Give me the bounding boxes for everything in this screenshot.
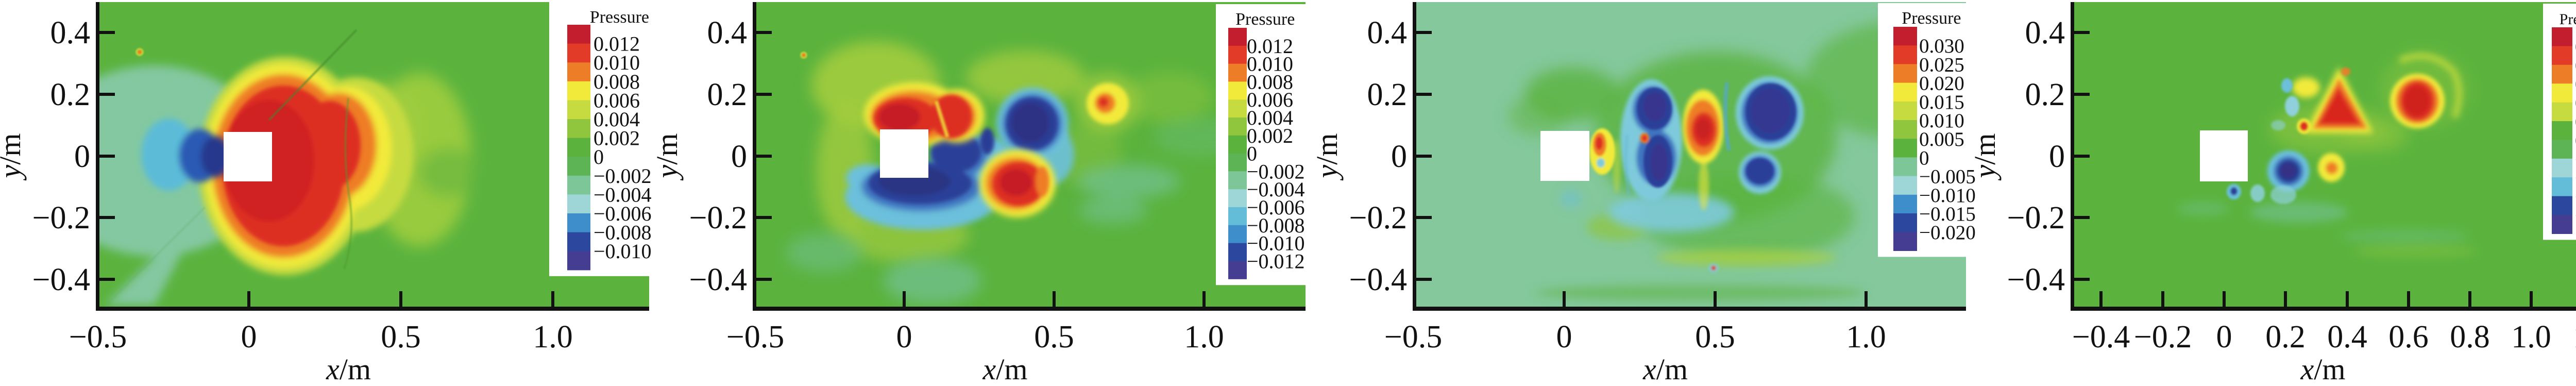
svg-text:−0.2: −0.2 xyxy=(2007,200,2065,236)
svg-text:0.012: 0.012 xyxy=(594,32,640,56)
svg-text:0.4: 0.4 xyxy=(1367,15,1408,51)
svg-text:0.010: 0.010 xyxy=(1247,53,1293,76)
svg-text:0.020: 0.020 xyxy=(1919,73,1964,95)
svg-text:0: 0 xyxy=(1919,147,1929,169)
svg-text:0: 0 xyxy=(2575,130,2576,152)
svg-text:−0.4: −0.4 xyxy=(2007,262,2065,297)
svg-text:0.2: 0.2 xyxy=(1367,77,1408,112)
svg-text:−0.4: −0.4 xyxy=(2072,320,2130,355)
svg-text:1.2: 1.2 xyxy=(2573,320,2576,355)
svg-text:0.004: 0.004 xyxy=(1247,106,1293,129)
svg-text:−0.4: −0.4 xyxy=(689,262,747,297)
svg-text:0.006: 0.006 xyxy=(594,89,640,112)
svg-text:−0.002: −0.002 xyxy=(594,164,652,188)
svg-text:0: 0 xyxy=(731,139,747,174)
svg-text:0.5: 0.5 xyxy=(1034,320,1074,355)
svg-text:−0.010: −0.010 xyxy=(1247,232,1305,255)
svg-text:−0.005: −0.005 xyxy=(1919,166,1976,188)
svg-text:−0.004: −0.004 xyxy=(1247,178,1305,201)
svg-text:y/m: y/m xyxy=(1968,133,2002,181)
svg-text:0: 0 xyxy=(1391,139,1407,174)
svg-text:0.025: 0.025 xyxy=(1919,54,1964,76)
svg-text:0.6: 0.6 xyxy=(2388,320,2429,355)
svg-text:−0.2: −0.2 xyxy=(2134,320,2192,355)
svg-text:0.02: 0.02 xyxy=(2575,93,2576,114)
svg-text:−0.4: −0.4 xyxy=(32,262,90,297)
svg-text:0: 0 xyxy=(241,320,257,355)
svg-text:−0.015: −0.015 xyxy=(1919,203,1976,225)
svg-text:0.01: 0.01 xyxy=(2575,111,2576,133)
svg-text:−0.008: −0.008 xyxy=(594,221,652,244)
svg-text:0: 0 xyxy=(74,139,90,174)
svg-text:−0.002: −0.002 xyxy=(1247,160,1305,183)
svg-text:−0.01: −0.01 xyxy=(2575,149,2576,171)
svg-text:0.4: 0.4 xyxy=(50,15,91,51)
svg-text:x/m: x/m xyxy=(1642,353,1688,383)
svg-text:0.05: 0.05 xyxy=(2575,36,2576,58)
svg-text:−0.010: −0.010 xyxy=(1919,184,1976,207)
svg-text:0.010: 0.010 xyxy=(594,51,640,74)
svg-text:−0.006: −0.006 xyxy=(594,202,652,225)
svg-text:0: 0 xyxy=(594,145,604,169)
svg-text:Pressure: Pressure xyxy=(1235,10,1295,29)
svg-text:−0.004: −0.004 xyxy=(594,183,652,206)
svg-text:0.005: 0.005 xyxy=(1919,128,1964,150)
svg-text:−0.010: −0.010 xyxy=(594,240,652,263)
svg-text:−0.006: −0.006 xyxy=(1247,196,1305,219)
svg-text:1.0: 1.0 xyxy=(2511,320,2551,355)
svg-text:−0.4: −0.4 xyxy=(1349,262,1407,297)
svg-text:0.2: 0.2 xyxy=(2265,320,2306,355)
svg-text:−0.020: −0.020 xyxy=(1919,222,1976,244)
svg-text:0.008: 0.008 xyxy=(1247,70,1293,93)
svg-text:1.0: 1.0 xyxy=(1184,320,1224,355)
svg-text:0.006: 0.006 xyxy=(1247,88,1293,111)
svg-text:0.2: 0.2 xyxy=(707,77,748,112)
svg-text:0: 0 xyxy=(2049,139,2065,174)
svg-text:0.4: 0.4 xyxy=(707,15,748,51)
svg-text:0.04: 0.04 xyxy=(2575,55,2576,77)
svg-text:0.2: 0.2 xyxy=(50,77,91,112)
svg-text:Pressure: Pressure xyxy=(590,8,649,27)
svg-text:0.008: 0.008 xyxy=(594,70,640,93)
svg-text:0.002: 0.002 xyxy=(1247,124,1293,147)
svg-text:0.002: 0.002 xyxy=(594,127,640,150)
svg-text:0.004: 0.004 xyxy=(594,108,640,131)
svg-text:Pressure: Pressure xyxy=(1902,9,1961,28)
svg-text:y/m: y/m xyxy=(0,133,27,181)
svg-text:x/m: x/m xyxy=(326,353,371,383)
svg-text:−0.5: −0.5 xyxy=(69,320,127,355)
svg-text:−0.2: −0.2 xyxy=(689,200,747,236)
svg-text:0.5: 0.5 xyxy=(381,320,421,355)
svg-text:0.030: 0.030 xyxy=(1919,35,1964,57)
svg-text:−0.2: −0.2 xyxy=(32,200,90,236)
svg-text:y/m: y/m xyxy=(650,133,684,181)
svg-text:0.4: 0.4 xyxy=(2327,320,2367,355)
svg-text:−0.5: −0.5 xyxy=(1384,320,1442,355)
svg-text:0.012: 0.012 xyxy=(1247,35,1293,58)
svg-text:0.5: 0.5 xyxy=(1695,320,1735,355)
svg-text:0.03: 0.03 xyxy=(2575,74,2576,95)
svg-text:−0.008: −0.008 xyxy=(1247,214,1305,237)
svg-text:0: 0 xyxy=(1556,320,1572,355)
svg-text:1.0: 1.0 xyxy=(1846,320,1886,355)
svg-text:0.4: 0.4 xyxy=(2025,15,2065,51)
svg-text:0.2: 0.2 xyxy=(2025,77,2065,112)
svg-text:−0.03: −0.03 xyxy=(2575,187,2576,208)
svg-text:0: 0 xyxy=(1247,142,1257,165)
svg-text:−0.5: −0.5 xyxy=(726,320,784,355)
svg-text:−0.012: −0.012 xyxy=(1247,249,1305,273)
svg-text:−0.02: −0.02 xyxy=(2575,167,2576,189)
svg-text:0.8: 0.8 xyxy=(2450,320,2490,355)
svg-text:1.0: 1.0 xyxy=(533,320,573,355)
svg-text:−0.2: −0.2 xyxy=(1349,200,1407,236)
svg-text:0: 0 xyxy=(2216,320,2232,355)
svg-text:x/m: x/m xyxy=(2300,353,2346,383)
svg-text:y/m: y/m xyxy=(1310,133,1344,181)
svg-text:−0.04: −0.04 xyxy=(2575,205,2576,227)
svg-text:0: 0 xyxy=(896,320,912,355)
svg-text:x/m: x/m xyxy=(982,353,1028,383)
svg-text:0.010: 0.010 xyxy=(1919,110,1964,132)
svg-text:Pressure: Pressure xyxy=(2560,11,2576,28)
svg-text:0.015: 0.015 xyxy=(1919,91,1964,113)
